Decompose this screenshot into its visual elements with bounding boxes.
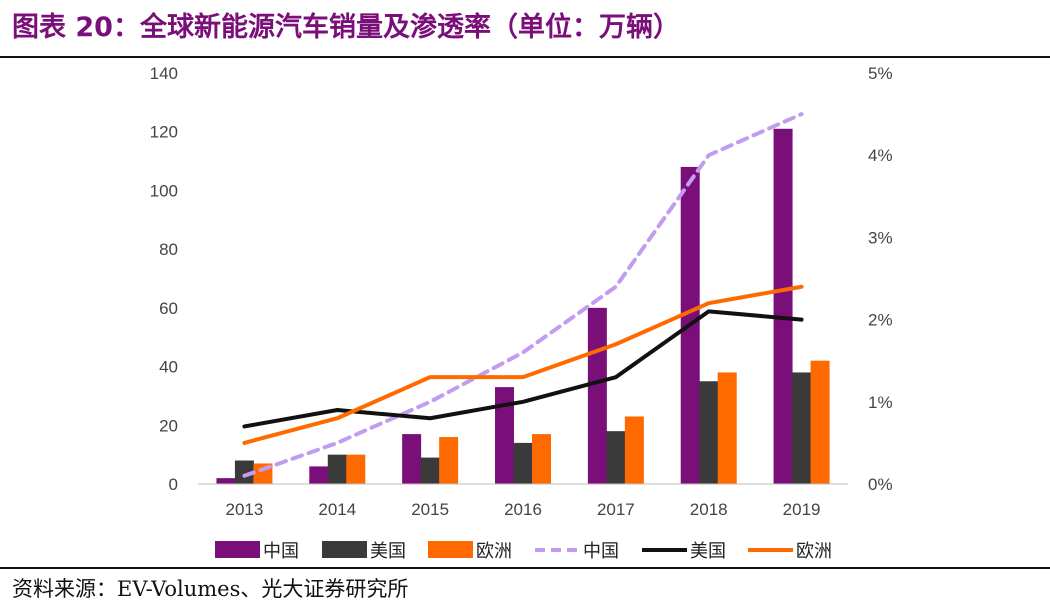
y-right-tick-label: 2% <box>868 311 893 330</box>
bar-china <box>495 387 514 484</box>
y-left-tick-label: 40 <box>159 358 178 377</box>
bar-usa <box>699 381 719 484</box>
bar-china <box>587 307 607 484</box>
bar-usa <box>420 457 440 484</box>
y-right-tick-label: 0% <box>868 475 893 494</box>
x-tick-label: 2018 <box>690 500 728 519</box>
line-usa-penetration <box>242 309 804 429</box>
legend-bar-china-swatch <box>215 541 260 558</box>
x-tick-label: 2015 <box>411 500 449 519</box>
bar-usa <box>513 442 533 484</box>
chart-title: 图表 20：全球新能源汽车销量及渗透率（单位：万辆） <box>12 12 680 43</box>
bar-usa <box>792 372 812 484</box>
bar-usa <box>234 460 254 484</box>
y-right-tick-label: 5% <box>868 64 893 83</box>
line-china-penetration <box>242 112 804 478</box>
bar-usa <box>327 454 347 484</box>
y-right-tick-label: 1% <box>868 393 893 412</box>
bar-usa <box>606 431 626 484</box>
source-rule <box>0 567 1050 569</box>
bar-europe <box>439 437 459 484</box>
y-left-tick-label: 140 <box>150 64 178 83</box>
legend-bar-usa-swatch <box>322 541 367 558</box>
bar-china <box>402 434 422 484</box>
title-rule <box>0 56 1050 58</box>
legend-line-china-label: 中国 <box>583 541 619 562</box>
legend-bar-china-label: 中国 <box>263 541 299 562</box>
source-note: 资料来源：EV-Volumes、光大证券研究所 <box>12 577 409 601</box>
bar-europe <box>624 416 644 484</box>
y-left-tick-label: 120 <box>150 123 178 142</box>
bar-europe <box>532 434 551 484</box>
legend-bar-usa-label: 美国 <box>370 541 406 562</box>
bar-china <box>773 128 793 484</box>
legend-line-europe-label: 欧洲 <box>796 541 832 562</box>
x-tick-label: 2016 <box>504 500 542 519</box>
line-europe-penetration <box>242 284 804 445</box>
y-left-tick-label: 80 <box>159 240 178 259</box>
legend-bar-europe-swatch <box>428 541 473 558</box>
bar-china <box>216 478 236 484</box>
y-right-tick-label: 3% <box>868 228 893 247</box>
bar-china <box>309 466 329 484</box>
chart-area: 0 20 40 60 80 100 120 140 0% 1% 2% 3% 4% 5% 2013 2014 20… <box>150 64 893 562</box>
y-left-tick-label: 20 <box>159 416 178 435</box>
legend-line-usa-label: 美国 <box>690 541 726 562</box>
y-right-tick-label: 4% <box>868 146 893 165</box>
bar-europe <box>810 360 830 484</box>
x-tick-label: 2014 <box>318 500 356 519</box>
bar-europe <box>346 454 366 484</box>
x-tick-label: 2017 <box>597 500 635 519</box>
legend-bar-europe-label: 欧洲 <box>476 541 512 562</box>
x-tick-label: 2019 <box>783 500 821 519</box>
bar-europe <box>717 372 737 484</box>
y-left-tick-label: 0 <box>169 475 178 494</box>
x-tick-label: 2013 <box>226 500 264 519</box>
y-left-tick-label: 100 <box>150 181 178 200</box>
y-left-tick-label: 60 <box>159 299 178 318</box>
